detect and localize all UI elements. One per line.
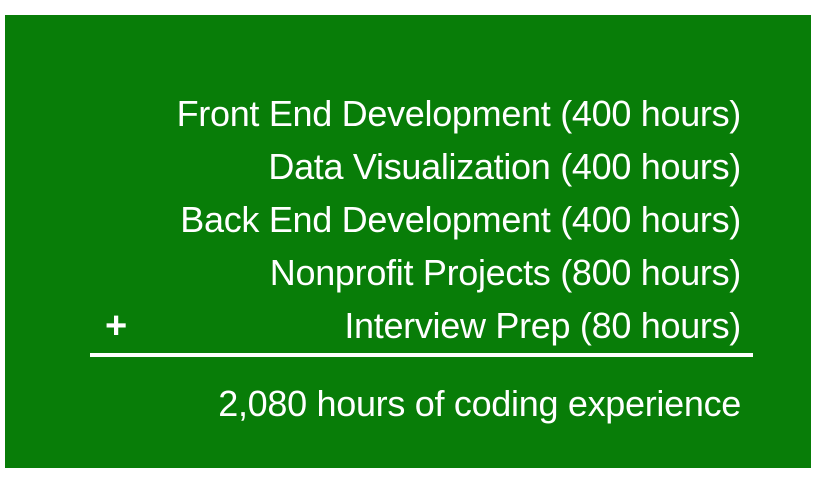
list-item: Front End Development (400 hours) [176,93,742,134]
list-item: Data Visualization (400 hours) [268,146,741,187]
plus-sign: + [105,305,128,347]
list-item: Back End Development (400 hours) [180,199,741,240]
hours-list: Front End Development (400 hours) Data V… [176,87,742,352]
list-item: Interview Prep (80 hours) [344,305,741,346]
list-item: Nonprofit Projects (800 hours) [269,252,742,293]
sum-divider [90,353,753,357]
total-text: 2,080 hours of coding experience [218,383,741,424]
slide-panel: Front End Development (400 hours) Data V… [5,15,811,468]
